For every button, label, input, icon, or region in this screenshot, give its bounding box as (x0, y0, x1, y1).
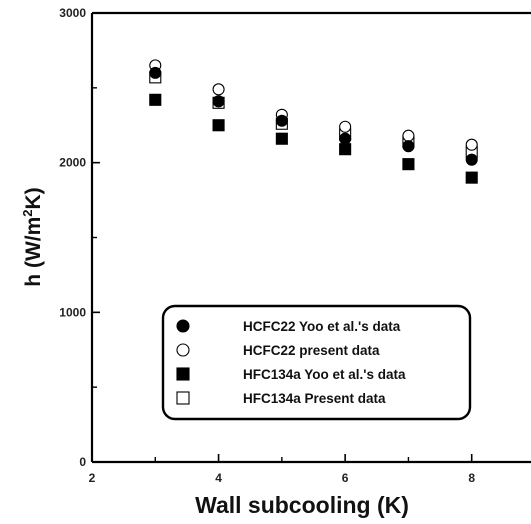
data-point (402, 140, 415, 153)
y-tick-label: 0 (79, 455, 86, 469)
legend-entry: HCFC22 Yoo et al.'s data (176, 319, 401, 334)
data-point (212, 119, 225, 132)
legend-marker (176, 367, 190, 381)
legend-label: HCFC22 Yoo et al.'s data (243, 319, 401, 334)
x-tick-label: 6 (342, 471, 349, 485)
y-axis-title-tail: K) (22, 187, 45, 209)
ticks: 0 1000 2000 3000 2 4 6 8 (59, 6, 475, 485)
data-point (212, 95, 225, 108)
y-tick-label: 2000 (59, 156, 86, 170)
data-point (275, 132, 288, 145)
x-tick-label: 2 (89, 471, 96, 485)
y-axis-title-main: h (W/m (22, 217, 45, 287)
legend-label: HFC134a Yoo et al.'s data (243, 367, 406, 382)
legend: HCFC22 Yoo et al.'s data HCFC22 present d… (161, 304, 472, 421)
data-point (402, 158, 415, 171)
x-tick-label: 8 (468, 471, 475, 485)
data-point (275, 114, 288, 127)
y-tick-label: 1000 (59, 305, 86, 319)
legend-box (161, 304, 472, 421)
data-point (339, 120, 352, 133)
data-point (149, 66, 162, 79)
data-point (465, 171, 478, 184)
data-point (149, 93, 162, 106)
legend-marker (176, 319, 190, 333)
x-axis-title: Wall subcooling (K) (195, 492, 409, 518)
data-point (339, 132, 352, 145)
data-point (402, 129, 415, 142)
series-3-points (149, 71, 478, 159)
data-point (339, 143, 352, 156)
y-tick-label: 3000 (59, 6, 86, 20)
series-2-points (149, 93, 478, 184)
data-point (212, 83, 225, 96)
legend-label: HCFC22 present data (243, 343, 380, 358)
y-axis-title: h (W/m2K) (20, 187, 45, 286)
series-0-points (149, 66, 478, 166)
data-point (465, 138, 478, 151)
y-axis-title-sup: 2 (20, 209, 35, 216)
legend-entry: HFC134a Present data (176, 391, 386, 406)
legend-entry: HCFC22 present data (176, 343, 380, 358)
legend-marker (176, 343, 190, 357)
legend-entry: HFC134a Yoo et al.'s data (176, 367, 406, 382)
legend-label: HFC134a Present data (243, 391, 386, 406)
data-point (465, 153, 478, 166)
data-points (149, 59, 478, 184)
legend-marker (176, 391, 190, 405)
series-1-points (149, 59, 478, 151)
x-tick-label: 4 (215, 471, 222, 485)
